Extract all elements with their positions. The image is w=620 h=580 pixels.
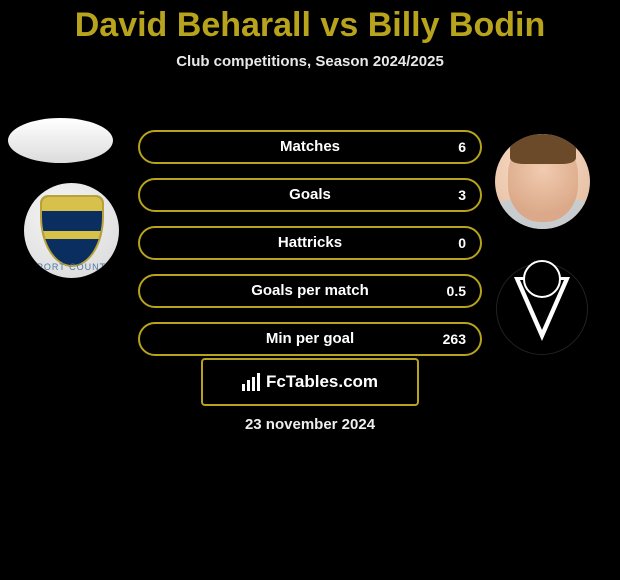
player1-team-badge: PORT COUNT bbox=[24, 183, 119, 278]
stat-value-player2: 3 bbox=[458, 180, 466, 210]
brand-part1: Fc bbox=[266, 372, 286, 391]
date-line: 23 november 2024 bbox=[0, 416, 620, 433]
title-vs: vs bbox=[320, 6, 358, 44]
crest-text: PORT COUNT bbox=[24, 262, 119, 272]
subtitle: Club competitions, Season 2024/2025 bbox=[0, 53, 620, 70]
stat-label: Goals bbox=[140, 180, 480, 210]
page-title: David Beharall vs Billy Bodin bbox=[0, 6, 620, 45]
title-player1: David Beharall bbox=[75, 6, 311, 44]
player1-avatar bbox=[8, 118, 113, 163]
stat-row: Goals per match0.5 bbox=[138, 274, 482, 308]
player2-team-badge bbox=[496, 263, 588, 355]
crest-shield-icon bbox=[40, 195, 104, 267]
brand-part2: Tables bbox=[286, 372, 339, 391]
stat-row: Goals3 bbox=[138, 178, 482, 212]
stats-block: Matches6Goals3Hattricks0Goals per match0… bbox=[138, 130, 482, 370]
stat-value-player2: 0 bbox=[458, 228, 466, 258]
stat-value-player2: 263 bbox=[443, 324, 466, 354]
branding-box: FcTables.com bbox=[201, 358, 419, 406]
stat-row: Matches6 bbox=[138, 130, 482, 164]
comparison-infographic: David Beharall vs Billy Bodin Club compe… bbox=[0, 6, 620, 580]
branding-text: FcTables.com bbox=[266, 372, 378, 392]
emblem-icon bbox=[497, 264, 587, 354]
player2-face-icon bbox=[508, 142, 578, 222]
brand-part3: .com bbox=[338, 372, 378, 391]
stat-label: Min per goal bbox=[140, 324, 480, 354]
stat-label: Matches bbox=[140, 132, 480, 162]
crest-wrap: PORT COUNT bbox=[24, 183, 119, 278]
stat-row: Min per goal263 bbox=[138, 322, 482, 356]
stat-value-player2: 6 bbox=[458, 132, 466, 162]
title-player2: Billy Bodin bbox=[368, 6, 546, 44]
stat-label: Hattricks bbox=[140, 228, 480, 258]
stat-value-player2: 0.5 bbox=[447, 276, 466, 306]
stat-label: Goals per match bbox=[140, 276, 480, 306]
stat-row: Hattricks0 bbox=[138, 226, 482, 260]
bar-chart-icon bbox=[242, 373, 260, 391]
player2-avatar bbox=[495, 134, 590, 229]
